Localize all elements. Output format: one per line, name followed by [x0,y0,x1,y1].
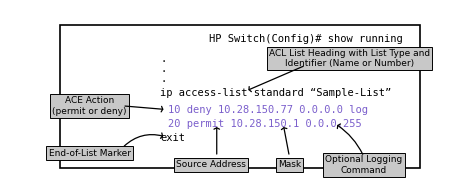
Text: HP Switch(Config)# show running: HP Switch(Config)# show running [210,34,403,44]
Text: Source Address: Source Address [176,161,246,170]
Text: 20 permit 10.28.150.1 0.0.0.255: 20 permit 10.28.150.1 0.0.0.255 [168,119,362,129]
Text: .: . [160,64,166,74]
Text: ACL List Heading with List Type and
Identifier (Name or Number): ACL List Heading with List Type and Iden… [269,49,430,68]
Text: ip access-list standard “Sample-List”: ip access-list standard “Sample-List” [160,88,392,98]
Text: 10 deny 10.28.150.77 0.0.0.0 log: 10 deny 10.28.150.77 0.0.0.0 log [168,104,368,114]
Text: End-of-List Marker: End-of-List Marker [48,149,130,158]
Text: Optional Logging
Command: Optional Logging Command [325,155,402,175]
Text: .: . [160,54,166,64]
Text: .: . [160,74,166,84]
Text: ACE Action
(permit or deny): ACE Action (permit or deny) [52,96,127,116]
Text: exit: exit [160,133,185,143]
Text: Mask: Mask [278,161,301,170]
